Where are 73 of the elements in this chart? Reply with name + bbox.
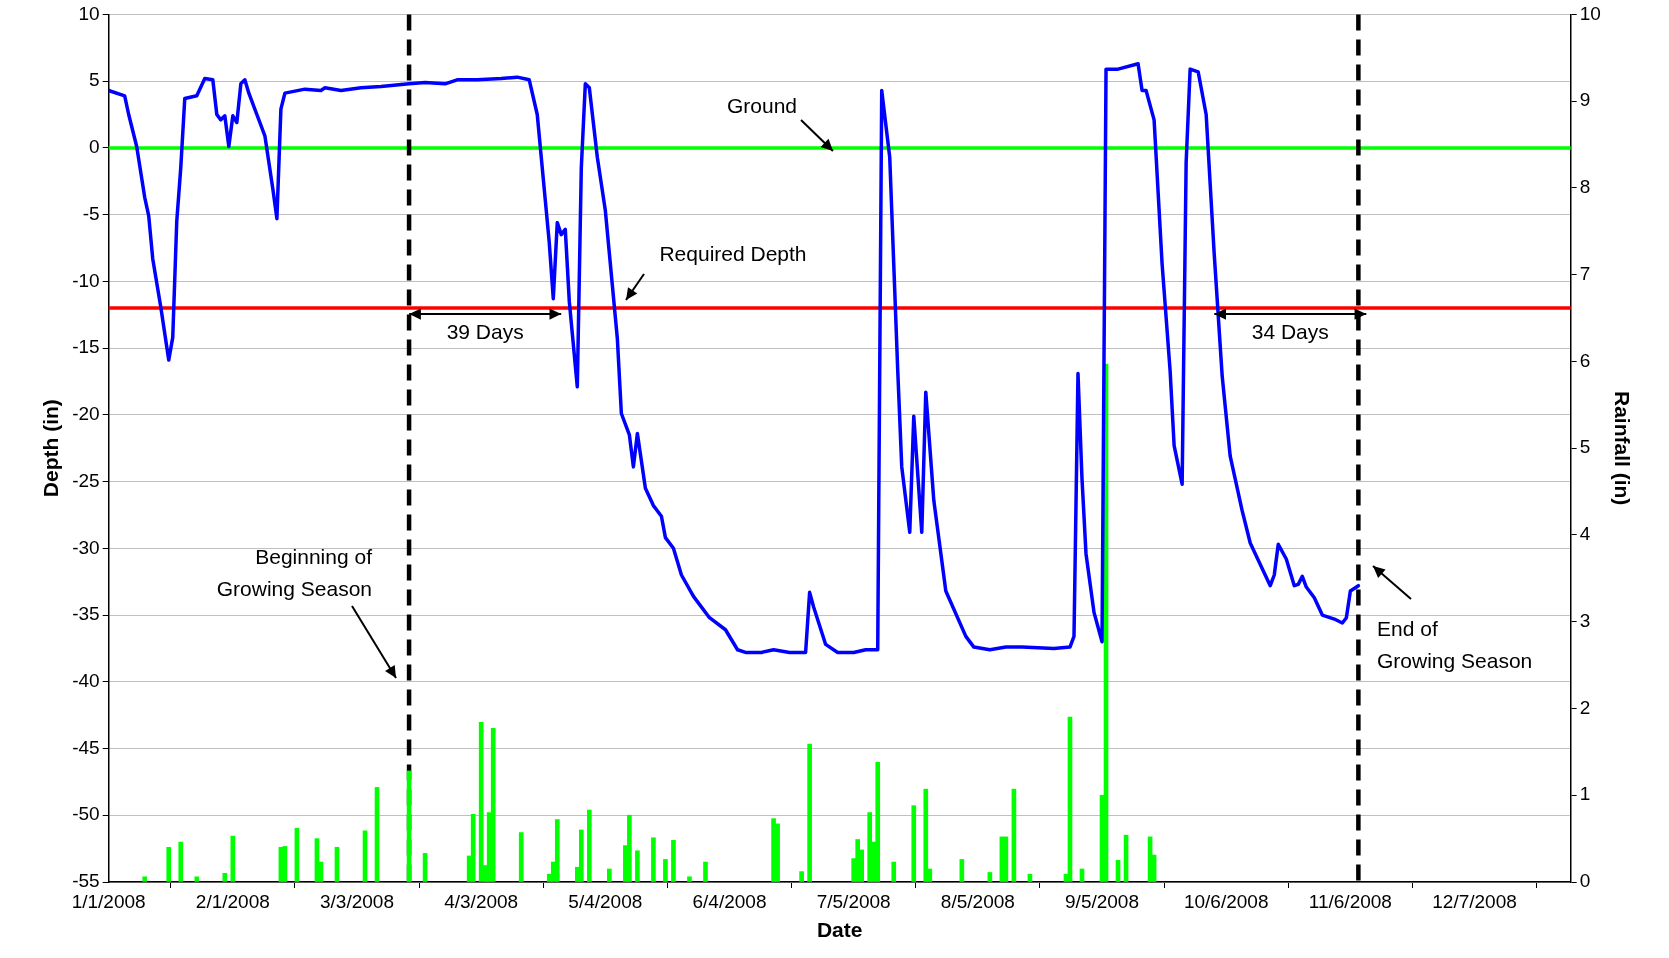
ref-line-label: Required Depth xyxy=(659,241,807,265)
x-tick-label: 12/7/2008 xyxy=(1432,890,1517,912)
y-tick-label: -30 xyxy=(72,536,100,558)
y2-tick-label: 0 xyxy=(1579,870,1591,892)
y2-tick-label: 5 xyxy=(1579,436,1591,458)
bar xyxy=(518,832,524,882)
y2-tick-label: 2 xyxy=(1579,696,1591,718)
y-tick-label: -35 xyxy=(72,603,100,625)
y2-tick-label: 1 xyxy=(1579,783,1591,805)
y2-tick-label: 4 xyxy=(1579,523,1591,545)
x-tick-label: 3/3/2008 xyxy=(320,890,394,912)
ref-line-label: End of Growing Season xyxy=(1377,616,1533,672)
bar xyxy=(554,819,560,882)
bar xyxy=(923,788,929,882)
x-tick-label: 6/4/2008 xyxy=(692,890,767,912)
y-tick-label: 0 xyxy=(89,136,100,158)
y-tick-label: -25 xyxy=(72,469,100,491)
bar xyxy=(799,871,804,882)
bar xyxy=(807,743,812,882)
bar xyxy=(222,872,228,882)
bar xyxy=(178,841,184,882)
x-axis-title: Date xyxy=(816,918,863,942)
ref-line-label: Ground xyxy=(726,93,798,117)
x-tick-label: 11/6/2008 xyxy=(1308,890,1392,912)
ref-line-label: Beginning of Growing Season xyxy=(216,544,373,600)
bar xyxy=(194,876,200,882)
bar xyxy=(607,868,612,882)
x-tick-label: 10/6/2008 xyxy=(1183,890,1269,912)
x-tick-label: 1/1/2008 xyxy=(71,890,146,912)
y-tick-label: -55 xyxy=(72,870,100,892)
y-tick-label: -20 xyxy=(72,403,100,425)
y2-tick-label: 10 xyxy=(1579,2,1601,24)
bar xyxy=(867,812,873,882)
x-tick-label: 4/3/2008 xyxy=(444,890,519,912)
bar xyxy=(911,805,917,882)
y-tick-label: -45 xyxy=(72,736,100,758)
y2-tick-label: 7 xyxy=(1579,262,1591,284)
bar xyxy=(635,850,640,882)
x-tick-label: 5/4/2008 xyxy=(568,890,643,912)
bar xyxy=(627,814,632,882)
y-tick-label: -10 xyxy=(72,269,100,291)
bar xyxy=(586,809,592,882)
x-tick-label: 7/5/2008 xyxy=(816,890,891,912)
bar xyxy=(663,859,668,882)
bar xyxy=(651,837,656,882)
bar xyxy=(478,722,484,882)
y2-tick-label: 3 xyxy=(1579,609,1591,631)
y-tick-label: -40 xyxy=(72,670,100,692)
x-tick-label: 9/5/2008 xyxy=(1065,890,1140,912)
y-tick-label: 5 xyxy=(89,69,100,91)
bar xyxy=(166,846,172,882)
bar xyxy=(703,861,708,882)
bar xyxy=(891,861,897,882)
y-tick-label: 10 xyxy=(78,2,100,24)
y2-axis-title: Rainfall (in) xyxy=(1610,391,1634,506)
annotation: 34 Days xyxy=(1251,319,1329,343)
bar xyxy=(855,839,861,882)
bar xyxy=(687,876,692,882)
bar xyxy=(578,829,584,882)
y-tick-label: -50 xyxy=(72,803,100,825)
x-tick-label: 8/5/2008 xyxy=(940,890,1015,912)
y-tick-label: -15 xyxy=(72,336,100,358)
bar xyxy=(142,876,148,882)
bar xyxy=(875,761,881,882)
x-tick-label: 2/1/2008 xyxy=(195,890,270,912)
annotation: 39 Days xyxy=(446,319,524,343)
y-axis-title: Depth (in) xyxy=(39,399,63,498)
y-tick-label: -5 xyxy=(82,202,100,224)
bar xyxy=(490,728,496,882)
bar xyxy=(671,840,676,882)
y2-tick-label: 8 xyxy=(1579,176,1591,198)
y2-tick-label: 9 xyxy=(1579,89,1591,111)
y2-tick-label: 6 xyxy=(1579,349,1591,371)
